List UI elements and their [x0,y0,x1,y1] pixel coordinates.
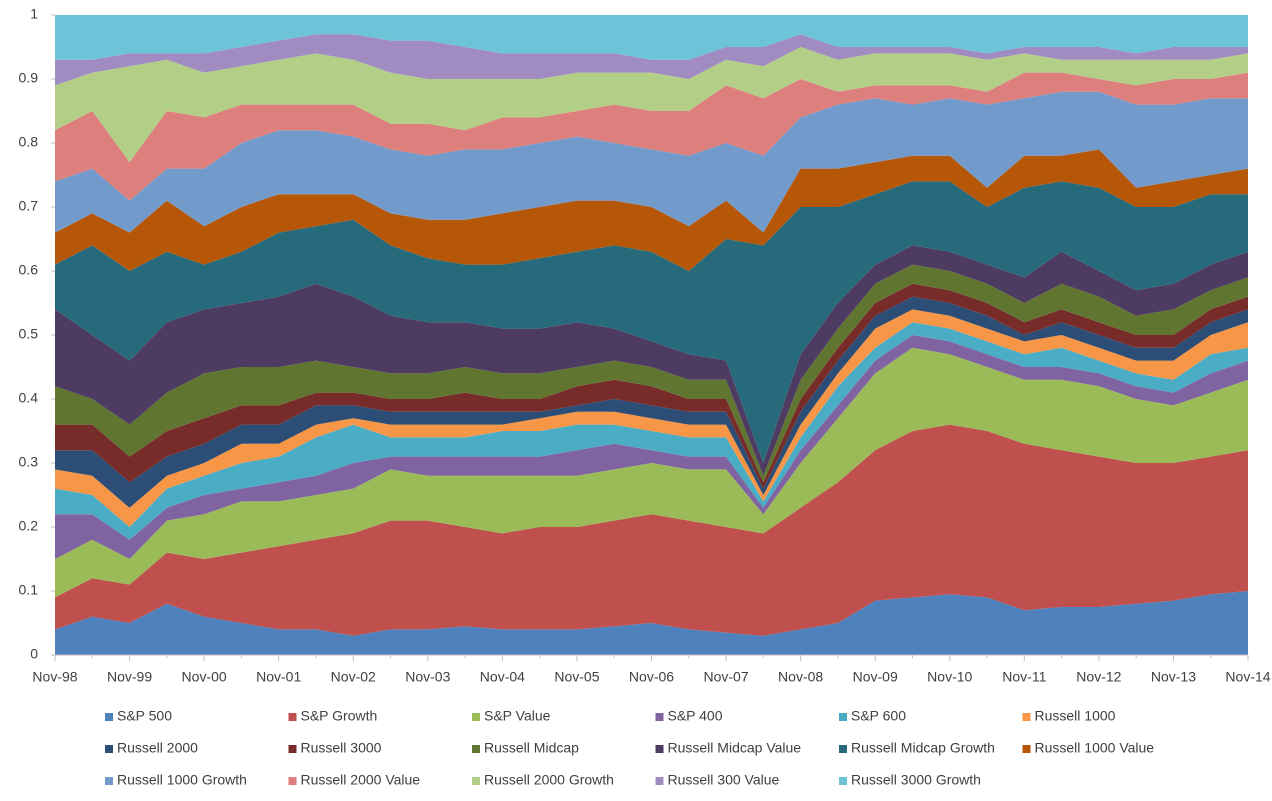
legend-label: Russell Midcap [484,740,579,756]
x-tick-label: Nov-14 [1225,669,1270,685]
legend-swatch [288,713,297,721]
legend-label: S&P 600 [851,708,906,724]
area [55,424,1248,636]
legend-swatch [1022,713,1031,721]
y-tick-label: 0.2 [19,518,39,534]
legend-swatch [105,777,113,785]
x-tick-label: Nov-12 [1076,669,1121,685]
x-tick-label: Nov-11 [1002,669,1046,685]
legend-swatch [839,745,847,753]
legend-swatch [105,745,113,753]
x-tick-label: Nov-05 [554,669,599,685]
x-tick-label: Nov-00 [182,669,227,685]
legend-label: Russell Midcap Value [668,740,802,756]
legend-label: Russell 1000 Growth [117,772,247,788]
legend-swatch [472,713,480,721]
area [55,47,1248,163]
legend-label: S&P 400 [668,708,723,724]
x-tick-label: Nov-04 [480,669,525,685]
y-tick-label: 0.6 [19,262,39,278]
x-tick-label: Nov-99 [107,669,152,685]
legend-swatch [1022,745,1031,753]
y-tick-label: 0.3 [19,454,39,470]
legend-label: S&P Growth [301,708,378,724]
legend-swatch [655,713,664,721]
legend-swatch [105,713,113,721]
legend-swatch [839,713,847,721]
y-tick-label: 0.7 [19,198,39,214]
area [55,264,1248,483]
legend-swatch [655,745,664,753]
legend-swatch [288,777,297,785]
legend-label: Russell 2000 [117,740,198,756]
y-tick-label: 0.1 [19,582,39,598]
legend-label: Russell 1000 [1035,708,1116,724]
legend-label: Russell 300 Value [668,772,780,788]
legend-swatch [288,745,297,753]
area [55,347,1248,598]
legend-label: Russell 2000 Value [301,772,421,788]
y-tick-label: 0.5 [19,326,39,342]
y-tick-label: 0.4 [19,390,39,406]
legend-label: S&P 500 [117,708,172,724]
legend-swatch [655,777,664,785]
x-tick-label: Nov-98 [32,669,77,685]
x-tick-label: Nov-10 [927,669,972,685]
area [55,91,1248,233]
y-tick-label: 1 [30,6,38,22]
legend-label: Russell 3000 [301,740,382,756]
area [55,15,1248,60]
x-tick-label: Nov-07 [703,669,748,685]
legend-label: Russell 3000 Growth [851,772,981,788]
legend-swatch [472,745,480,753]
area [55,149,1248,271]
legend-label: Russell 2000 Growth [484,772,614,788]
area [55,181,1248,463]
x-tick-label: Nov-13 [1151,669,1196,685]
area [55,245,1248,476]
legend-label: Russell Midcap Growth [851,740,995,756]
x-tick-label: Nov-08 [778,669,823,685]
x-tick-label: Nov-09 [853,669,898,685]
legend-label: S&P Value [484,708,551,724]
x-tick-label: Nov-01 [256,669,301,685]
y-tick-label: 0 [30,646,38,662]
legend-swatch [472,777,480,785]
legend-label: Russell 1000 Value [1035,740,1155,756]
y-tick-label: 0.8 [19,134,39,150]
legend-swatch [839,777,847,785]
y-tick-label: 0.9 [19,70,39,86]
x-tick-label: Nov-03 [405,669,450,685]
x-tick-label: Nov-06 [629,669,674,685]
x-tick-label: Nov-02 [331,669,376,685]
